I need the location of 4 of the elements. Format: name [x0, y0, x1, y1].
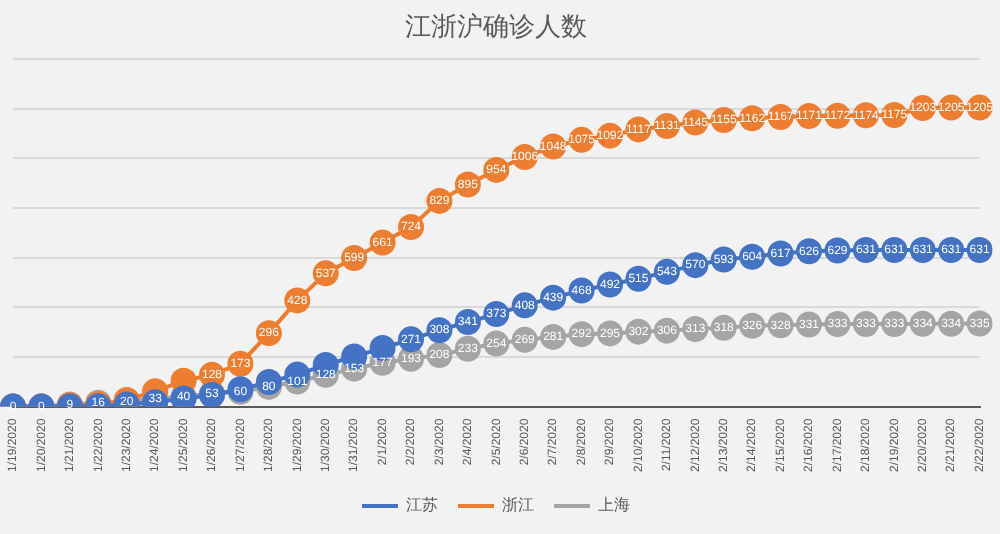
- legend-label: 江苏: [406, 496, 438, 515]
- chart-title: 江浙沪确诊人数: [405, 10, 587, 41]
- legend-label: 上海: [598, 496, 630, 515]
- legend-label: 浙江: [502, 496, 534, 515]
